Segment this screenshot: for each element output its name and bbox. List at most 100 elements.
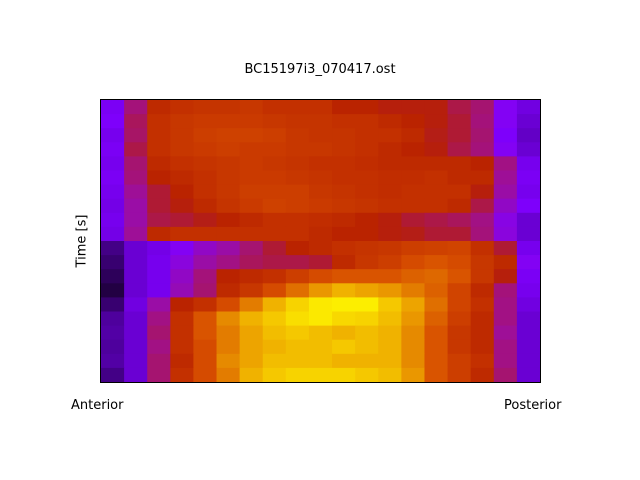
heatmap-cell	[447, 212, 472, 228]
heatmap-cell	[239, 325, 264, 341]
heatmap-cell	[516, 325, 541, 341]
heatmap-cell	[470, 142, 495, 157]
heatmap-cell	[516, 353, 541, 369]
heatmap-cell	[285, 184, 310, 200]
heatmap-cell	[239, 353, 264, 369]
heatmap-cell	[285, 226, 310, 242]
heatmap-cell	[401, 100, 425, 115]
heatmap-cell	[239, 184, 264, 200]
heatmap-cell	[424, 325, 449, 341]
heatmap-cell	[101, 255, 125, 270]
heatmap-cell	[378, 269, 402, 284]
heatmap-cell	[401, 311, 425, 327]
heatmap-cell	[193, 198, 218, 214]
heatmap-cell	[170, 311, 194, 327]
heatmap-cell	[493, 142, 518, 157]
heatmap-cell	[101, 367, 125, 383]
heatmap-cell	[101, 142, 125, 157]
heatmap-cell	[378, 114, 402, 129]
heatmap-cell	[216, 212, 241, 228]
heatmap-cell	[447, 142, 472, 157]
heatmap-cell	[147, 170, 171, 186]
heatmap-cell	[447, 156, 472, 171]
heatmap-cell	[285, 156, 310, 171]
heatmap-cell	[308, 297, 333, 312]
heatmap-cell	[193, 311, 218, 327]
heatmap-cell	[170, 114, 194, 129]
heatmap-cell	[378, 100, 402, 115]
heatmap-cell	[170, 184, 194, 200]
heatmap-cell	[193, 128, 218, 143]
heatmap-cell	[516, 184, 541, 200]
heatmap-cell	[101, 156, 125, 171]
heatmap-cell	[262, 241, 287, 256]
heatmap-cell	[493, 297, 518, 312]
heatmap-cell	[516, 241, 541, 256]
heatmap-cell	[124, 353, 148, 369]
heatmap-cell	[216, 128, 241, 143]
heatmap-cell	[262, 170, 287, 186]
heatmap-cell	[470, 198, 495, 214]
heatmap-cell	[147, 198, 171, 214]
heatmap-cell	[470, 184, 495, 200]
heatmap-cell	[516, 367, 541, 383]
heatmap-cell	[170, 269, 194, 284]
heatmap-cell	[170, 297, 194, 312]
heatmap-cell	[262, 128, 287, 143]
heatmap-cell	[262, 269, 287, 284]
heatmap-cell	[493, 184, 518, 200]
heatmap-cell	[193, 241, 218, 256]
heatmap-cell	[424, 311, 449, 327]
heatmap-cell	[332, 114, 356, 129]
heatmap-cell	[355, 226, 379, 242]
heatmap-cell	[516, 311, 541, 327]
heatmap-cell	[285, 170, 310, 186]
heatmap-cell	[493, 311, 518, 327]
heatmap-cell	[516, 226, 541, 242]
heatmap-cell	[355, 325, 379, 341]
heatmap-cell	[147, 128, 171, 143]
heatmap-cell	[470, 226, 495, 242]
heatmap-cell	[101, 311, 125, 327]
heatmap-cell	[447, 311, 472, 327]
heatmap-cell	[493, 339, 518, 355]
heatmap-cell	[193, 297, 218, 312]
heatmap-cell	[239, 297, 264, 312]
heatmap-cell	[424, 269, 449, 284]
heatmap-cell	[170, 255, 194, 270]
heatmap-cell	[285, 128, 310, 143]
heatmap-cell	[239, 255, 264, 270]
heatmap-cell	[216, 198, 241, 214]
heatmap-cell	[124, 297, 148, 312]
heatmap-cell	[308, 241, 333, 256]
heatmap-cell	[193, 156, 218, 171]
heatmap-cell	[216, 339, 241, 355]
heatmap-cell	[493, 156, 518, 171]
heatmap-cell	[170, 170, 194, 186]
heatmap-cell	[124, 325, 148, 341]
heatmap-cell	[378, 255, 402, 270]
heatmap-cell	[101, 353, 125, 369]
heatmap-cell	[170, 198, 194, 214]
heatmap-cell	[101, 128, 125, 143]
heatmap-cell	[308, 269, 333, 284]
heatmap-cell	[193, 255, 218, 270]
heatmap-cell	[355, 184, 379, 200]
heatmap-cell	[285, 353, 310, 369]
heatmap-cell	[424, 198, 449, 214]
heatmap-cell	[101, 241, 125, 256]
heatmap-cell	[470, 353, 495, 369]
heatmap-cell	[170, 142, 194, 157]
heatmap-cell	[308, 339, 333, 355]
heatmap-cell	[124, 283, 148, 298]
heatmap-cell	[239, 226, 264, 242]
heatmap-cell	[470, 170, 495, 186]
heatmap-cell	[216, 269, 241, 284]
heatmap-cell	[447, 269, 472, 284]
heatmap-cell	[101, 283, 125, 298]
y-axis-label: Time [s]	[74, 214, 90, 268]
heatmap-cell	[239, 311, 264, 327]
heatmap-cell	[332, 100, 356, 115]
heatmap-cell	[239, 367, 264, 383]
heatmap-cell	[285, 297, 310, 312]
